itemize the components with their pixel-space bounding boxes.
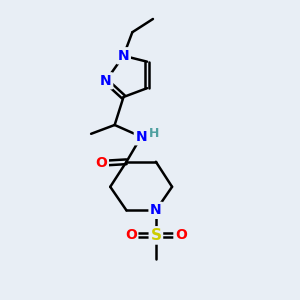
Text: H: H [149,127,160,140]
Text: N: N [150,203,162,218]
Text: N: N [100,74,112,88]
Text: N: N [135,130,147,144]
Text: O: O [175,228,187,242]
Text: N: N [118,49,129,63]
Text: O: O [95,156,107,170]
Text: O: O [125,228,137,242]
Text: S: S [150,228,161,243]
